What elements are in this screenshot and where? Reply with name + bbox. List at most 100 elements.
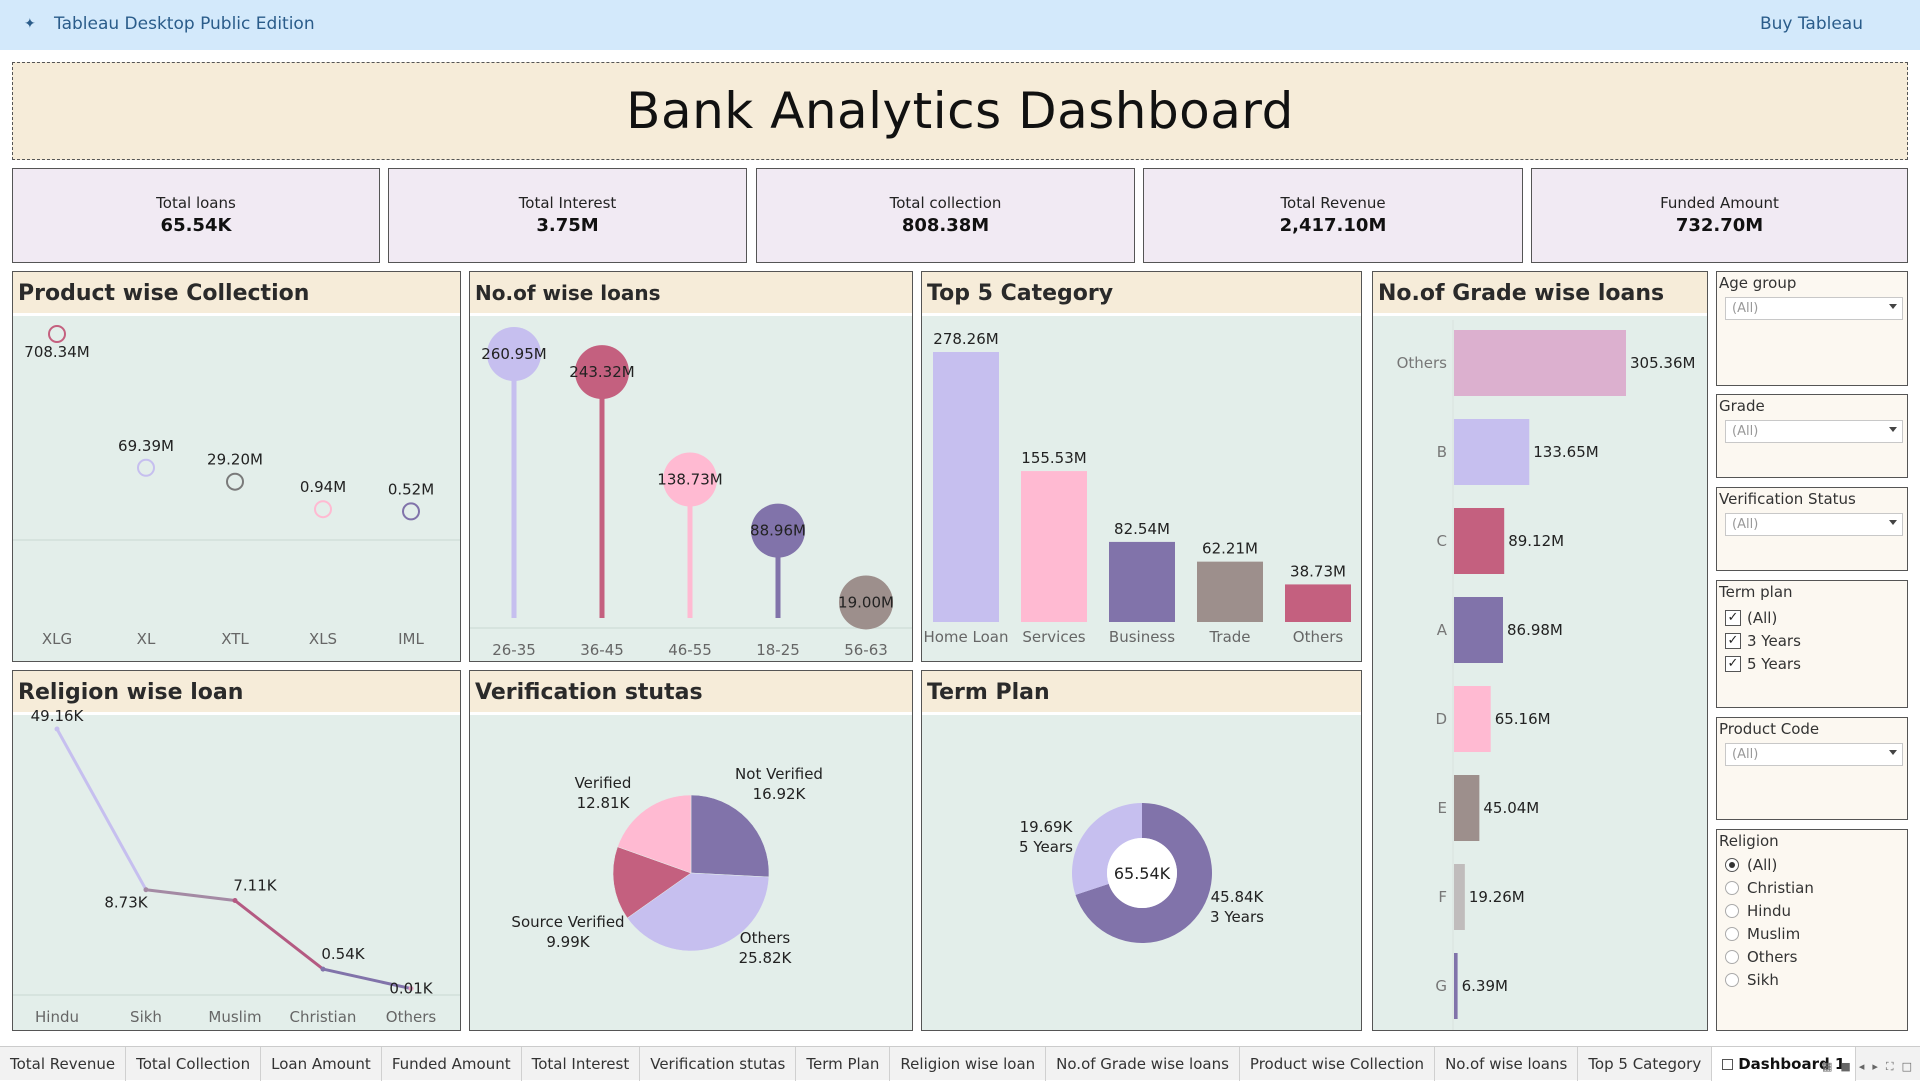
data-label: 243.32M <box>569 363 634 381</box>
tab-funded-amount[interactable]: Funded Amount <box>382 1047 522 1081</box>
religion-option-sikh[interactable]: Sikh <box>1725 971 1779 989</box>
panel-header: Top 5 Category <box>922 272 1361 316</box>
tab-label: Term Plan <box>806 1055 880 1073</box>
grade-dropdown[interactable]: (All) <box>1725 420 1903 443</box>
tab-no-of-grade-wise-loans[interactable]: No.of Grade wise loans <box>1046 1047 1240 1081</box>
product-code-dropdown[interactable]: (All) <box>1725 743 1903 766</box>
tick-label: 36-45 <box>580 641 624 659</box>
tab-list-icon[interactable]: ■ <box>1840 1060 1851 1073</box>
option-label: 5 Years <box>1747 655 1801 673</box>
tab-grid-icon[interactable]: ▦ <box>1822 1060 1833 1073</box>
bar <box>1454 330 1626 396</box>
fullscreen-icon[interactable]: ⛶ <box>1885 1060 1894 1073</box>
lollipop-head <box>487 327 541 381</box>
lollipop-head <box>575 345 629 400</box>
tab-next-icon[interactable]: ▸ <box>1872 1060 1878 1073</box>
panel-header: No.of Grade wise loans <box>1373 272 1707 316</box>
tab-no-of-wise-loans[interactable]: No.of wise loans <box>1435 1047 1579 1081</box>
grade-wise-loans-panel[interactable]: No.of Grade wise loans Others 305.36M B 133… <box>1372 271 1708 1031</box>
checkbox-checked-icon[interactable]: ✓ <box>1725 633 1741 649</box>
pie-slice <box>690 794 770 878</box>
data-label: 0.01K <box>389 980 433 998</box>
radio-icon[interactable] <box>1725 927 1739 941</box>
data-label: 133.65M <box>1533 443 1598 461</box>
tab-top-5-category[interactable]: Top 5 Category <box>1578 1047 1713 1081</box>
radio-selected-icon[interactable] <box>1725 858 1739 872</box>
tick-label: 46-55 <box>668 641 712 659</box>
tab-total-collection[interactable]: Total Collection <box>126 1047 262 1081</box>
kpi-total-revenue: Total Revenue 2,417.10M <box>1143 168 1523 263</box>
slice-name: Verified <box>575 774 632 792</box>
category-bar-chart[interactable]: 278.26M Home Loan 155.53M Services 82.54M Bus… <box>922 272 1362 662</box>
top-5-category-panel[interactable]: Top 5 Category 278.26M Home Loan 155.53M Se… <box>921 271 1362 662</box>
tab-navigation: ▦ ■ ◂ ▸ ⛶ □ <box>1822 1060 1912 1074</box>
radio-icon[interactable] <box>1725 950 1739 964</box>
data-label: 89.12M <box>1508 532 1564 550</box>
tab-term-plan[interactable]: Term Plan <box>796 1047 891 1081</box>
option-label: Christian <box>1747 879 1814 897</box>
data-label: 155.53M <box>1021 449 1086 467</box>
tab-product-wise-collection[interactable]: Product wise Collection <box>1240 1047 1436 1081</box>
grade-bar-chart[interactable]: Others 305.36M B 133.65M C 89.12M A 86.98M D 65.1… <box>1373 272 1708 1031</box>
religion-option-all[interactable]: (All) <box>1725 856 1777 874</box>
filter-title: Age group <box>1719 274 1797 292</box>
filter-religion: Religion (All) Christian Hindu Muslim Ot… <box>1716 829 1908 1031</box>
tab-loan-amount[interactable]: Loan Amount <box>261 1047 382 1081</box>
panel-title: Product wise Collection <box>18 281 310 306</box>
chevron-down-icon <box>1889 750 1897 755</box>
tab-prev-icon[interactable]: ◂ <box>1858 1060 1865 1073</box>
kpi-value: 65.54K <box>160 215 232 236</box>
religion-option-hindu[interactable]: Hindu <box>1725 902 1791 920</box>
term-plan-panel[interactable]: Term Plan 45.84K 3 Years 19.69K 5 Years 65.5… <box>921 670 1362 1031</box>
data-label: 708.34M <box>24 343 89 361</box>
product-scatter-chart[interactable]: 708.34M XLG 69.39M XL 29.20M XTL 0.94M XLS 0.52M… <box>13 272 461 662</box>
data-label: 138.73M <box>657 471 722 489</box>
data-label: 65.16M <box>1495 710 1551 728</box>
bar <box>1454 864 1465 930</box>
checkbox-checked-icon[interactable]: ✓ <box>1725 656 1741 672</box>
filter-product-code: Product Code (All) <box>1716 717 1908 820</box>
option-label: (All) <box>1747 856 1778 874</box>
tab-label: Religion wise loan <box>900 1055 1036 1073</box>
filter-title: Grade <box>1719 397 1765 415</box>
age-wise-loans-panel[interactable]: No.of wise loans 260.95M 26-35 243.32M 36-4… <box>469 271 913 662</box>
presentation-icon[interactable]: □ <box>1901 1060 1912 1073</box>
term-plan-option-5-years[interactable]: ✓ 5 Years <box>1725 655 1801 673</box>
slice-value: 45.84K <box>1211 888 1265 906</box>
product-wise-collection-panel[interactable]: Product wise Collection 708.34M XLG 69.39M… <box>12 271 461 662</box>
buy-tableau-link[interactable]: Buy Tableau <box>1759 14 1863 34</box>
verification-status-dropdown[interactable]: (All) <box>1725 513 1903 536</box>
data-label: 6.39M <box>1462 977 1508 995</box>
radio-icon[interactable] <box>1725 881 1739 895</box>
age-group-dropdown[interactable]: (All) <box>1725 297 1903 320</box>
data-label: 19.00M <box>838 593 894 611</box>
verification-status-panel[interactable]: Verification stutas Not Verified 16.92K Ot… <box>469 670 913 1031</box>
tab-total-revenue[interactable]: Total Revenue <box>0 1047 127 1081</box>
verification-pie-chart[interactable]: Not Verified 16.92K Others 25.82K Source Ver… <box>470 671 913 1031</box>
tab-verification-stutas[interactable]: Verification stutas <box>640 1047 797 1081</box>
tab-dashboard-1[interactable]: Dashboard 1 <box>1712 1047 1857 1081</box>
religion-line-chart[interactable]: 49.16K Hindu 8.73K Sikh 7.11K Muslim 0.54K Chri… <box>13 671 461 1031</box>
bar <box>933 352 999 622</box>
checkbox-checked-icon[interactable]: ✓ <box>1725 610 1741 626</box>
dropdown-value: (All) <box>1732 424 1759 439</box>
dropdown-value: (All) <box>1732 517 1759 532</box>
tab-total-interest[interactable]: Total Interest <box>522 1047 641 1081</box>
religion-option-christian[interactable]: Christian <box>1725 879 1814 897</box>
religion-option-muslim[interactable]: Muslim <box>1725 925 1800 943</box>
term-plan-option-all[interactable]: ✓ (All) <box>1725 609 1777 627</box>
dashboard-icon <box>1722 1059 1734 1070</box>
radio-icon[interactable] <box>1725 973 1739 987</box>
radio-icon[interactable] <box>1725 904 1739 918</box>
religion-wise-loan-panel[interactable]: Religion wise loan 49.16K Hindu 8.73K Sikh 7… <box>12 670 461 1031</box>
kpi-value: 808.38M <box>901 215 990 236</box>
religion-option-others[interactable]: Others <box>1725 948 1797 966</box>
data-point <box>232 898 238 904</box>
kpi-funded-amount: Funded Amount 732.70M <box>1531 168 1908 263</box>
tab-religion-wise-loan[interactable]: Religion wise loan <box>890 1047 1047 1081</box>
data-point <box>314 500 332 519</box>
term-donut-chart[interactable]: 45.84K 3 Years 19.69K 5 Years 65.54K <box>922 671 1362 1031</box>
term-plan-option-3-years[interactable]: ✓ 3 Years <box>1725 632 1801 650</box>
data-label: 7.11K <box>233 877 277 895</box>
age-lollipop-chart[interactable]: 260.95M 26-35 243.32M 36-45 138.73M 46-55 88.9… <box>470 272 913 662</box>
